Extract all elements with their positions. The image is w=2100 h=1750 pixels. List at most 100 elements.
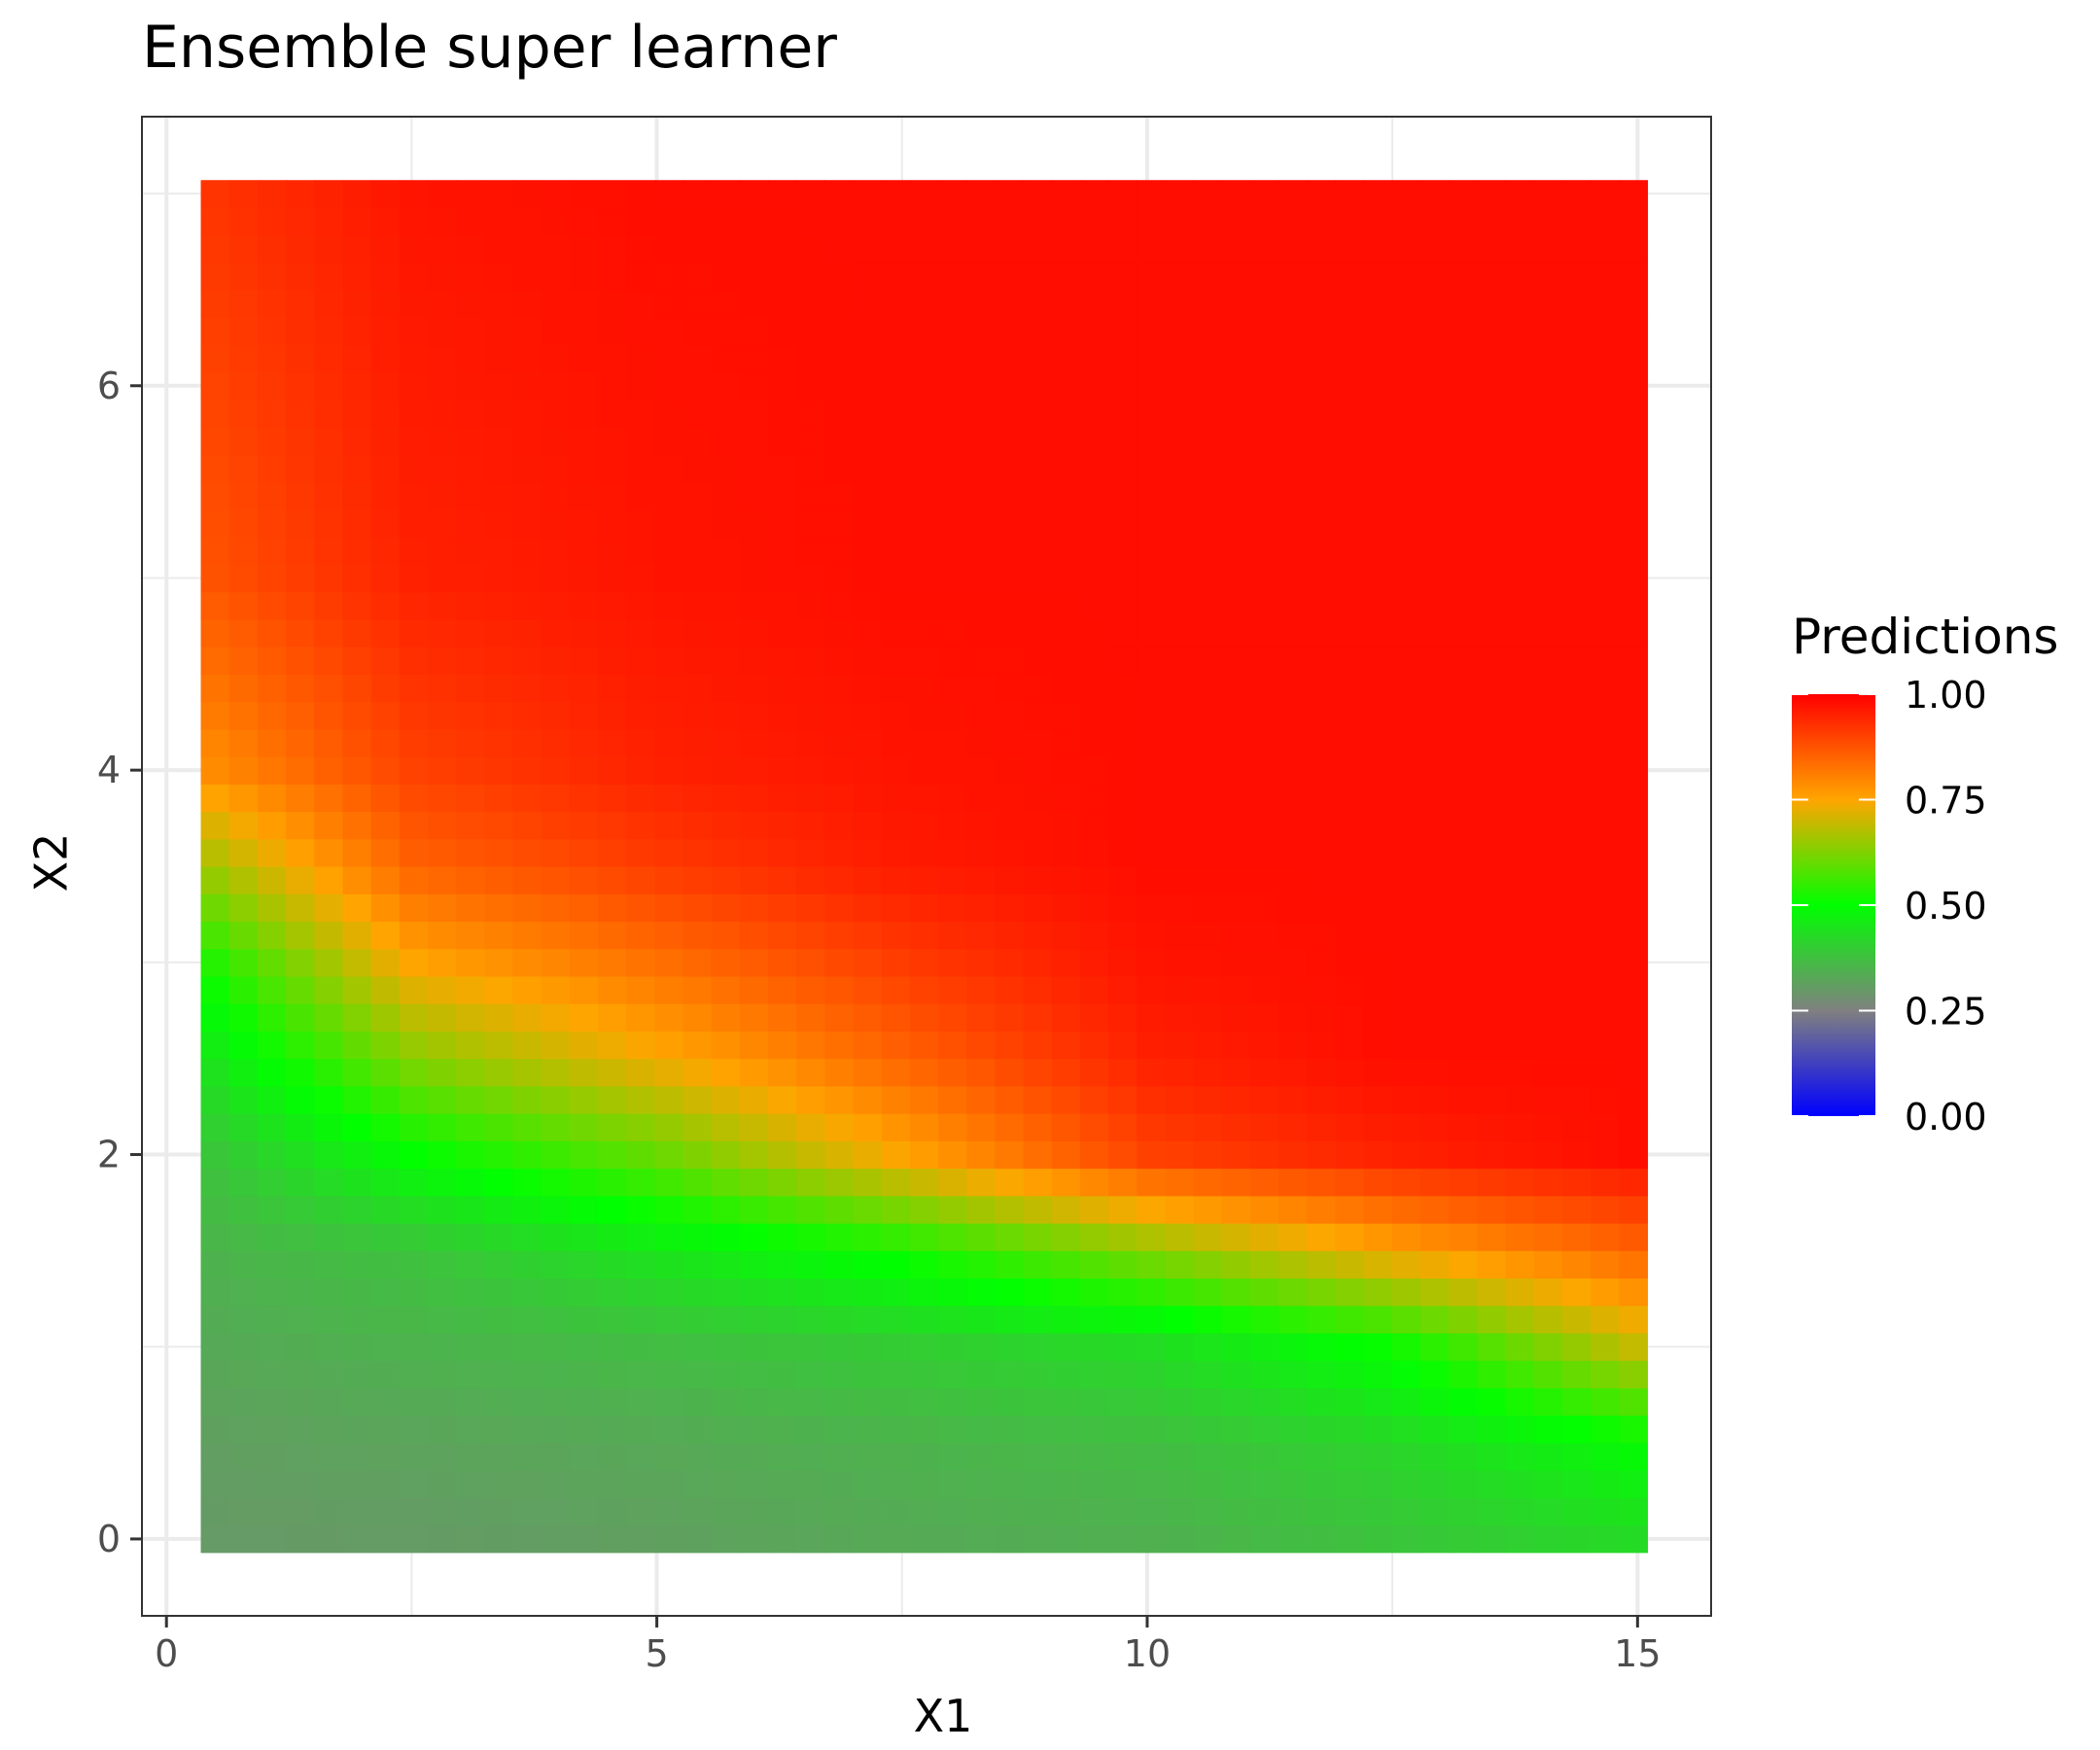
heatmap-cell — [739, 262, 769, 291]
heatmap-cell — [1221, 537, 1251, 566]
heatmap-cell — [597, 234, 627, 263]
heatmap-cell — [342, 975, 372, 1004]
heatmap-cell — [739, 1278, 769, 1307]
heatmap-cell — [257, 537, 287, 566]
heatmap-cell — [1079, 618, 1109, 648]
heatmap-cell — [597, 427, 627, 456]
heatmap-cell — [399, 1003, 429, 1032]
heatmap-cell — [399, 948, 429, 977]
heatmap-cell — [654, 1003, 684, 1032]
heatmap-cell — [824, 400, 855, 428]
heatmap-cell — [1307, 180, 1337, 209]
heatmap-cell — [314, 1140, 343, 1170]
heatmap-cell — [228, 811, 259, 840]
heatmap-cell — [1591, 1222, 1620, 1251]
heatmap-cell — [626, 1278, 655, 1307]
heatmap-cell — [682, 537, 713, 566]
heatmap-cell — [228, 400, 259, 428]
heatmap-cell — [541, 1140, 571, 1170]
heatmap-cell — [626, 344, 655, 373]
heatmap-cell — [399, 207, 429, 236]
heatmap-cell — [1561, 948, 1592, 977]
heatmap-cell — [654, 427, 684, 456]
heatmap-cell — [1533, 344, 1563, 373]
heatmap-cell — [853, 921, 883, 950]
heatmap-cell — [541, 866, 571, 894]
heatmap-cell — [228, 893, 259, 923]
heatmap-cell — [1477, 290, 1507, 318]
heatmap-cell — [1335, 1387, 1365, 1417]
heatmap-cell — [768, 1222, 797, 1251]
heatmap-cell — [1391, 400, 1421, 428]
heatmap-cell — [370, 701, 401, 730]
heatmap-cell — [1591, 1278, 1620, 1307]
heatmap-cell — [1363, 784, 1393, 813]
heatmap-cell — [512, 1470, 542, 1498]
heatmap-cell — [228, 207, 259, 236]
heatmap-cell — [881, 207, 911, 236]
heatmap-cell — [1108, 893, 1138, 923]
heatmap-cell — [1363, 207, 1393, 236]
heatmap-cell — [1505, 1168, 1535, 1197]
heatmap-cell — [1561, 1442, 1592, 1471]
heatmap-cell — [512, 1387, 542, 1417]
heatmap-cell — [1335, 1470, 1365, 1498]
heatmap-cell — [1363, 1140, 1393, 1170]
heatmap-cell — [1079, 427, 1109, 456]
heatmap-cell — [995, 400, 1025, 428]
heatmap-cell — [1363, 1332, 1393, 1361]
heatmap-cell — [541, 1415, 571, 1444]
heatmap-cell — [1561, 564, 1592, 593]
heatmap-cell — [1363, 1524, 1393, 1554]
heatmap-cell — [1591, 1524, 1620, 1554]
heatmap-cell — [399, 1497, 429, 1526]
heatmap-cell — [456, 728, 485, 757]
heatmap-cell — [1108, 618, 1138, 648]
heatmap-cell — [1193, 1332, 1223, 1361]
heatmap-cell — [796, 290, 825, 318]
heatmap-cell — [768, 180, 797, 209]
heatmap-cell — [1278, 564, 1308, 593]
heatmap-cell — [1391, 1442, 1421, 1471]
heatmap-cell — [569, 1113, 599, 1141]
heatmap-cell — [1307, 262, 1337, 291]
heatmap-cell — [824, 371, 855, 401]
heatmap-cell — [1363, 1195, 1393, 1224]
heatmap-cell — [1221, 1250, 1251, 1279]
heatmap-cell — [682, 975, 713, 1004]
heatmap-cell — [1561, 234, 1592, 263]
heatmap-cell — [1023, 481, 1053, 510]
heatmap-cell — [228, 701, 259, 730]
heatmap-cell — [853, 509, 883, 538]
heatmap-cell — [569, 1415, 599, 1444]
heatmap-cell — [1561, 811, 1592, 840]
heatmap-cell — [1079, 1031, 1109, 1060]
heatmap-cell — [824, 564, 855, 593]
heatmap-cell — [711, 1387, 741, 1417]
heatmap-cell — [711, 1360, 741, 1388]
heatmap-cell — [484, 234, 514, 263]
heatmap-cell — [1363, 371, 1393, 401]
heatmap-cell — [1137, 1003, 1167, 1032]
heatmap-cell — [711, 317, 741, 346]
heatmap-cell — [1533, 454, 1563, 483]
heatmap-cell — [512, 207, 542, 236]
heatmap-cell — [1193, 1278, 1223, 1307]
heatmap-cell — [1533, 728, 1563, 757]
heatmap-cell — [427, 893, 457, 923]
heatmap-cell — [569, 1387, 599, 1417]
heatmap-cell — [569, 1058, 599, 1087]
heatmap-cell — [399, 1140, 429, 1170]
heatmap-cell — [257, 1003, 287, 1032]
heatmap-cell — [1137, 701, 1167, 730]
heatmap-cell — [626, 509, 655, 538]
heatmap-cell — [314, 866, 343, 894]
heatmap-cell — [342, 1497, 372, 1526]
heatmap-cell — [824, 1250, 855, 1279]
heatmap-cell — [626, 647, 655, 675]
heatmap-cell — [966, 400, 997, 428]
heatmap-cell — [427, 1140, 457, 1170]
heatmap-cell — [853, 948, 883, 977]
heatmap-cell — [597, 1442, 627, 1471]
heatmap-cell — [1391, 1168, 1421, 1197]
